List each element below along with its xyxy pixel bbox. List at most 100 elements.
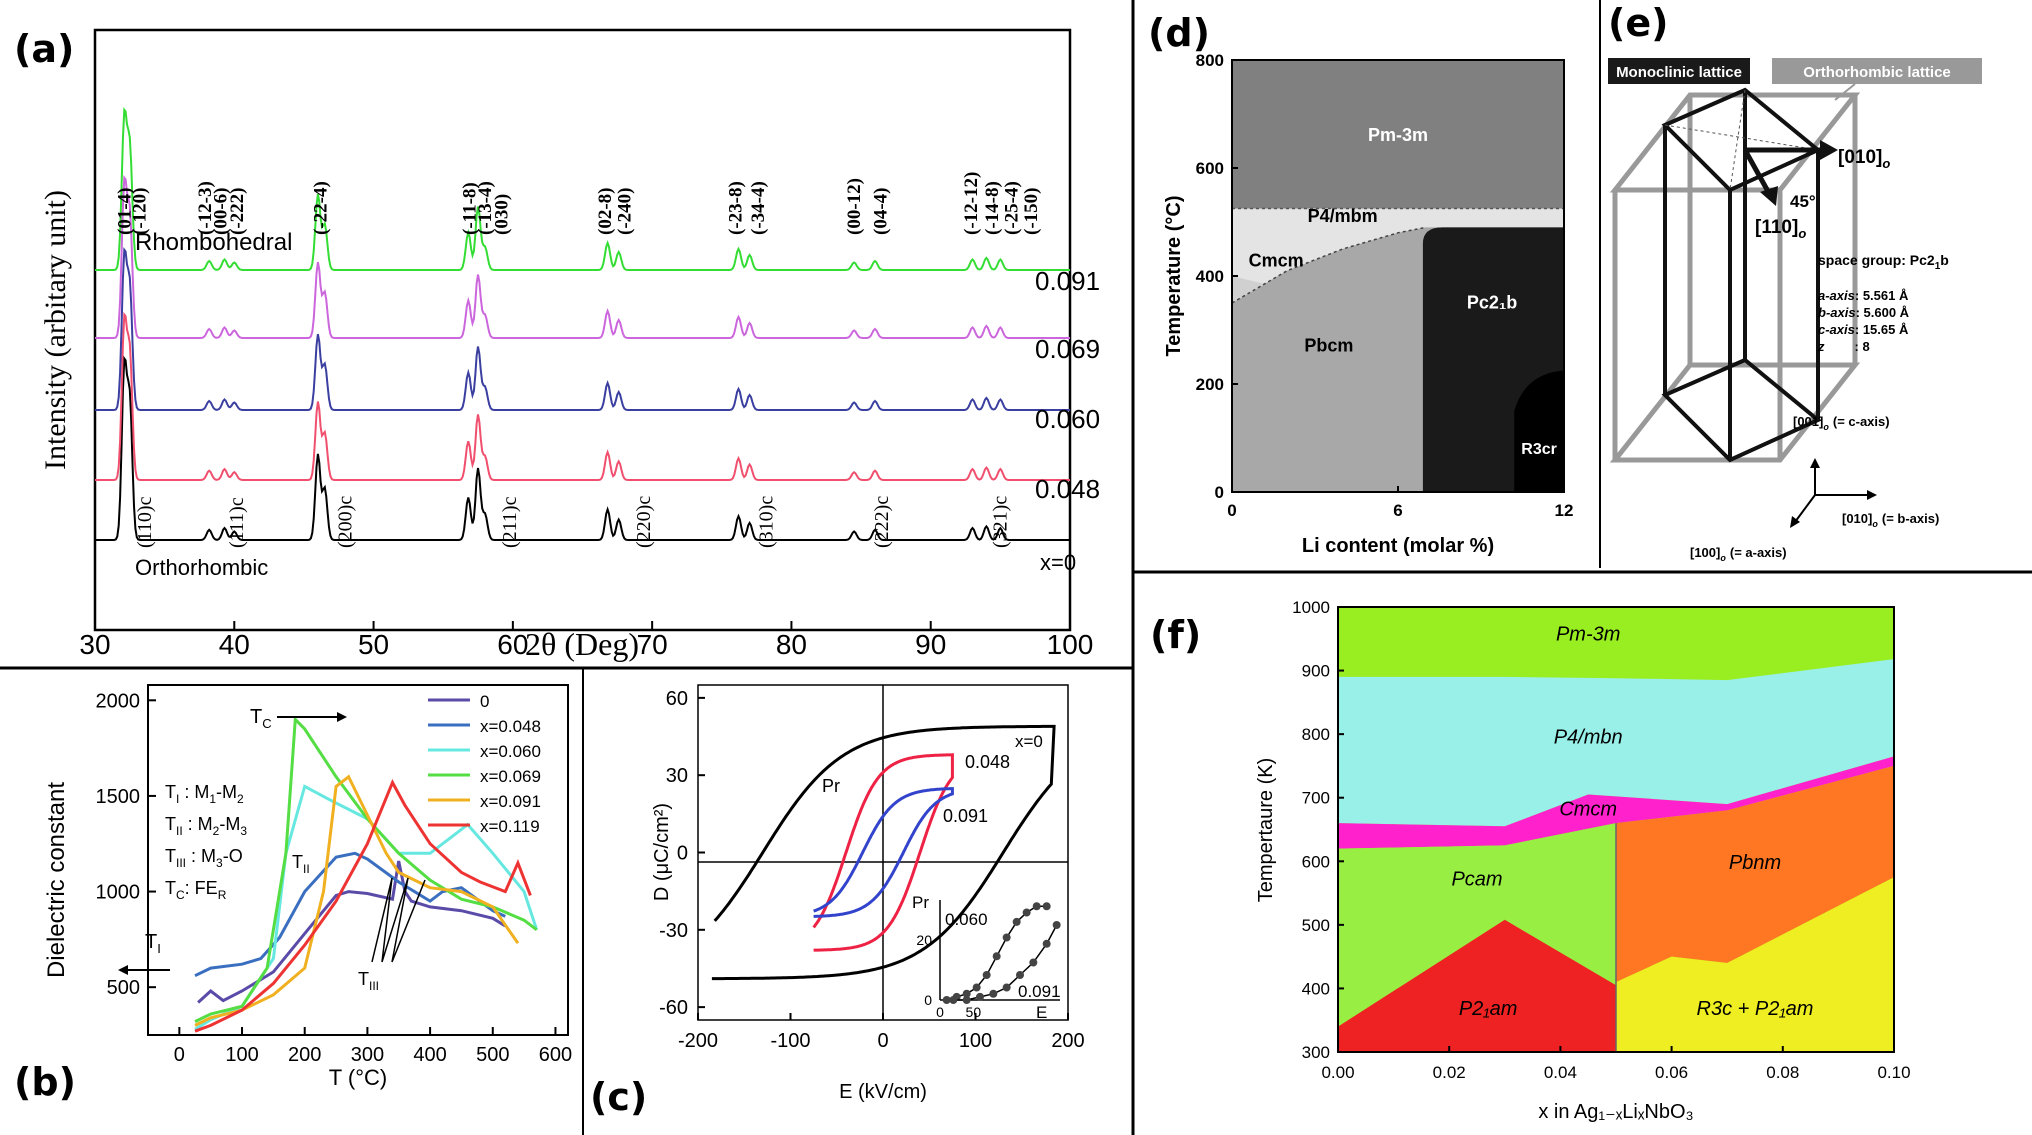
x-axis-label-c: E (kV/cm): [839, 1081, 927, 1103]
y-tick-label-c: -60: [659, 997, 688, 1019]
inset-point: [1042, 939, 1051, 948]
loop-0.091: [813, 787, 954, 918]
xrd-curves: [95, 107, 1070, 541]
inset-point: [1029, 958, 1038, 967]
x-tick-label-f: 0.02: [1433, 1063, 1466, 1082]
inset-point: [989, 989, 998, 998]
series-label-0.069: 0.069: [1035, 334, 1100, 364]
y-tick-label-f: 500: [1302, 916, 1330, 935]
phase-label-pcam: Pcam: [1451, 868, 1502, 890]
x-tick-label-f: 0.08: [1766, 1063, 1799, 1082]
annot-091: 0.091: [943, 806, 988, 826]
x-tick-label-c: 100: [959, 1030, 992, 1052]
key-part: 2: [213, 824, 220, 838]
y-tick-label-b: 1500: [96, 786, 141, 808]
key-part: : M: [186, 846, 216, 866]
phase-label-r3cr: R3cr: [1521, 441, 1557, 458]
key-part: 3: [240, 824, 247, 838]
transition-key-line: TIII : M3-O: [165, 846, 243, 870]
legend-b: 0 x=0.048 x=0.060 x=0.069 x=0.091 x=0.119: [428, 692, 541, 836]
legend-entry-b: 0: [480, 692, 489, 711]
key-part: T: [165, 878, 176, 898]
miller-index-top: (01-4): [114, 188, 135, 235]
y-tick-label-d: 400: [1196, 267, 1224, 286]
x-tick-label-a: 100: [1047, 629, 1094, 660]
coord-axis-a-head: [1790, 516, 1800, 528]
inset-point: [982, 971, 991, 979]
plot-frame-f: [1337, 606, 1895, 1053]
inset-point: [1012, 917, 1021, 926]
series-label-0.048: 0.048: [1035, 474, 1100, 504]
miller-index-bottom: (211)c: [499, 496, 521, 548]
y-tick-label-f: 600: [1302, 852, 1330, 871]
tiii-pointer-lines: [371, 877, 426, 963]
b-axis-text: b-axis: 5.600 Å: [1818, 305, 1910, 320]
miller-index-top: (-12-12): [961, 172, 982, 235]
x-tick-label-b: 500: [476, 1044, 509, 1066]
phase-label-rhombohedral: Rhombohedral: [135, 229, 292, 256]
series-labels-a: x=0 0.048 0.060 0.069 0.091: [1035, 266, 1100, 575]
y-axis-label-f: Tempertaure (K): [1255, 758, 1277, 903]
x-tick-label-f: 0.06: [1655, 1063, 1688, 1082]
key-part: -O: [223, 846, 243, 866]
annot-048: 0.048: [965, 752, 1010, 772]
phase-label-pc21b: Pc2₁b: [1467, 292, 1517, 312]
boundary-cmcm: [1231, 226, 1426, 304]
inset-label-091: 0.091: [1018, 982, 1061, 1001]
y-tick-label-f: 300: [1302, 1043, 1330, 1062]
key-part: -M: [219, 814, 240, 834]
panel-label-e: (e): [1608, 1, 1669, 45]
lattice-diagonals: [1664, 89, 1819, 191]
panel-b: (b) 0 100 200 300 400 500 600 500 1000 1500 2000 0…: [14, 684, 572, 1104]
x-tick-label-a: 70: [637, 629, 668, 660]
region-r3cr: [1514, 370, 1564, 492]
phase-label-r3c-p21am: R3c + P2₁am: [1697, 998, 1814, 1020]
phase-label-p4mbm: P4/mbm: [1308, 206, 1378, 226]
coord-axis-a: [1794, 494, 1816, 523]
y-tick-label-c: 30: [666, 765, 688, 787]
x-tick-label-a: 60: [497, 629, 528, 660]
y-tick-label-f: 800: [1302, 725, 1330, 744]
phase-label-pm3m: Pm-3m: [1368, 125, 1428, 145]
y-tick-label-c: 60: [666, 688, 688, 710]
miller-index-top: (-25-4): [1002, 181, 1023, 235]
x-tick-label-d: 0: [1227, 501, 1236, 520]
y-tick-label-b: 1000: [96, 882, 141, 904]
y-tick-label-d: 0: [1215, 483, 1224, 502]
angle-label: 45°: [1790, 192, 1816, 211]
phase-label-pm3m: Pm-3m: [1556, 624, 1620, 646]
legend-entry-b: x=0.069: [480, 767, 541, 786]
y-tick-label-f: 400: [1302, 979, 1330, 998]
key-part: : M: [179, 782, 209, 802]
panel-label-f: (f): [1150, 613, 1201, 657]
orthorhombic-tag-text: Orthorhombic lattice: [1803, 64, 1951, 81]
miller-index-top: (-240): [614, 188, 635, 235]
x-tick-label-b: 300: [351, 1044, 384, 1066]
x-tick-label-a: 40: [219, 629, 250, 660]
arrow-tc-head: [337, 712, 347, 722]
key-part: II: [176, 824, 183, 838]
axis-100-label: [100]o (= a-axis): [1690, 545, 1787, 563]
x-tick-label-b: 100: [225, 1044, 258, 1066]
x-tick-label-d: 12: [1555, 501, 1574, 520]
phase-label-pbnm: Pbnm: [1729, 852, 1781, 874]
region-r3c-p21am: [1616, 877, 1894, 1052]
xrd-curve-x=0: [95, 355, 1070, 541]
axis-ticks-d: 0 6 12 0 200 400 600 800: [1196, 51, 1574, 520]
key-part: R: [218, 888, 227, 902]
annot-tiii: TIII: [358, 969, 379, 993]
key-part: T: [165, 814, 176, 834]
x-ticks-a: 30 40 50 60 70 80 90 100: [79, 621, 1093, 660]
region-p4mbm: [1232, 208, 1564, 303]
miller-index-top: (-13-4): [475, 181, 496, 235]
inset-point: [949, 996, 958, 1004]
series-label-x0: x=0: [1040, 550, 1076, 575]
orthorhombic-tag: [1772, 58, 1982, 84]
phase-regions-f: [1338, 607, 1894, 1052]
x-tick-label-d: 6: [1393, 501, 1402, 520]
key-part: T: [165, 846, 176, 866]
c-axis-text: c-axis: 15.65 Å: [1818, 322, 1909, 337]
x-tick-label-b: 0: [174, 1044, 185, 1066]
